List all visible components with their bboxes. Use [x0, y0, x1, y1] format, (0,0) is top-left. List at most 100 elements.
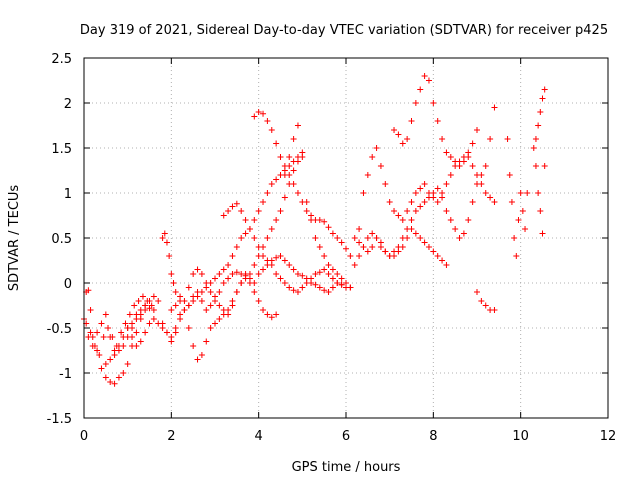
data-point	[168, 271, 175, 277]
data-point	[474, 181, 480, 187]
data-point	[255, 244, 262, 250]
data-point	[290, 287, 297, 294]
data-point	[166, 253, 173, 259]
data-point	[456, 235, 463, 241]
data-point	[268, 127, 275, 133]
data-point	[539, 230, 546, 237]
data-point	[421, 181, 428, 187]
data-point	[229, 203, 236, 210]
data-point	[190, 271, 197, 277]
series-arc-q	[504, 136, 531, 259]
data-point	[264, 190, 271, 196]
data-point	[255, 271, 262, 277]
data-point	[465, 217, 472, 223]
axis-ticks	[83, 57, 609, 419]
data-point	[482, 190, 489, 196]
data-point	[312, 235, 319, 241]
data-point	[369, 230, 376, 237]
data-point	[334, 280, 341, 286]
data-point	[294, 271, 301, 277]
x-tick-label: 0	[80, 429, 88, 444]
data-point	[159, 320, 166, 327]
data-point	[212, 293, 218, 300]
data-point	[532, 136, 539, 142]
data-point	[225, 208, 232, 214]
data-point	[321, 287, 328, 294]
data-point	[329, 284, 336, 291]
data-point	[133, 343, 140, 349]
data-point	[325, 224, 332, 231]
data-point	[351, 262, 358, 268]
data-point	[408, 217, 415, 223]
chart-title: Day 319 of 2021, Sidereal Day-to-day VTE…	[80, 23, 608, 38]
data-point	[456, 163, 463, 169]
data-point	[524, 190, 531, 196]
data-point	[172, 289, 179, 295]
data-point	[190, 343, 197, 349]
series-arc-i	[220, 200, 354, 295]
data-point	[286, 154, 293, 160]
data-point	[111, 352, 118, 358]
data-point	[146, 320, 153, 327]
series-arc-s	[532, 86, 548, 142]
y-tick-label: -0.5	[47, 322, 72, 337]
data-point	[347, 253, 354, 259]
data-point	[356, 226, 363, 232]
data-point	[369, 154, 376, 160]
data-point	[334, 271, 341, 277]
data-point	[212, 320, 218, 327]
data-point	[522, 226, 529, 232]
data-point	[111, 380, 118, 387]
data-point	[421, 73, 428, 79]
x-tick-label: 6	[342, 429, 350, 444]
data-point	[273, 271, 280, 277]
data-point	[220, 280, 227, 286]
data-point	[412, 230, 419, 237]
data-point	[168, 307, 175, 313]
data-point	[294, 190, 301, 196]
data-point	[408, 226, 415, 232]
data-point	[439, 194, 446, 201]
x-tick-label: 8	[429, 429, 437, 444]
data-point	[150, 293, 157, 300]
data-point	[89, 343, 96, 349]
y-axis-label: SDTVAR / TECUs	[7, 185, 22, 292]
data-point	[425, 77, 432, 84]
data-point	[408, 199, 415, 205]
data-point	[96, 352, 103, 358]
data-point	[325, 289, 332, 295]
data-point	[273, 311, 280, 318]
data-point	[161, 230, 168, 237]
data-point	[268, 181, 275, 187]
data-point	[277, 208, 284, 214]
data-point	[100, 334, 107, 340]
data-point	[537, 109, 544, 115]
data-point	[203, 284, 210, 291]
data-point	[299, 154, 306, 160]
data-point	[273, 140, 280, 147]
data-point	[229, 253, 236, 259]
data-point	[312, 281, 319, 288]
data-point	[430, 100, 437, 106]
data-point	[281, 172, 288, 178]
data-point	[469, 140, 476, 147]
data-point	[260, 307, 267, 313]
data-point	[373, 235, 380, 241]
data-point	[417, 86, 424, 93]
data-point	[535, 190, 542, 196]
data-point	[511, 235, 518, 241]
data-point	[539, 95, 546, 102]
data-point	[281, 257, 288, 264]
data-point	[233, 244, 240, 250]
x-axis-label: GPS time / hours	[292, 460, 401, 475]
data-point	[131, 302, 138, 309]
data-point	[163, 329, 170, 336]
data-point	[198, 352, 205, 358]
data-point	[425, 244, 432, 250]
series-arc-r	[530, 145, 548, 237]
data-point	[395, 212, 402, 219]
data-point	[312, 271, 319, 277]
data-point	[246, 226, 253, 232]
data-point	[290, 136, 297, 142]
data-point	[124, 361, 131, 367]
